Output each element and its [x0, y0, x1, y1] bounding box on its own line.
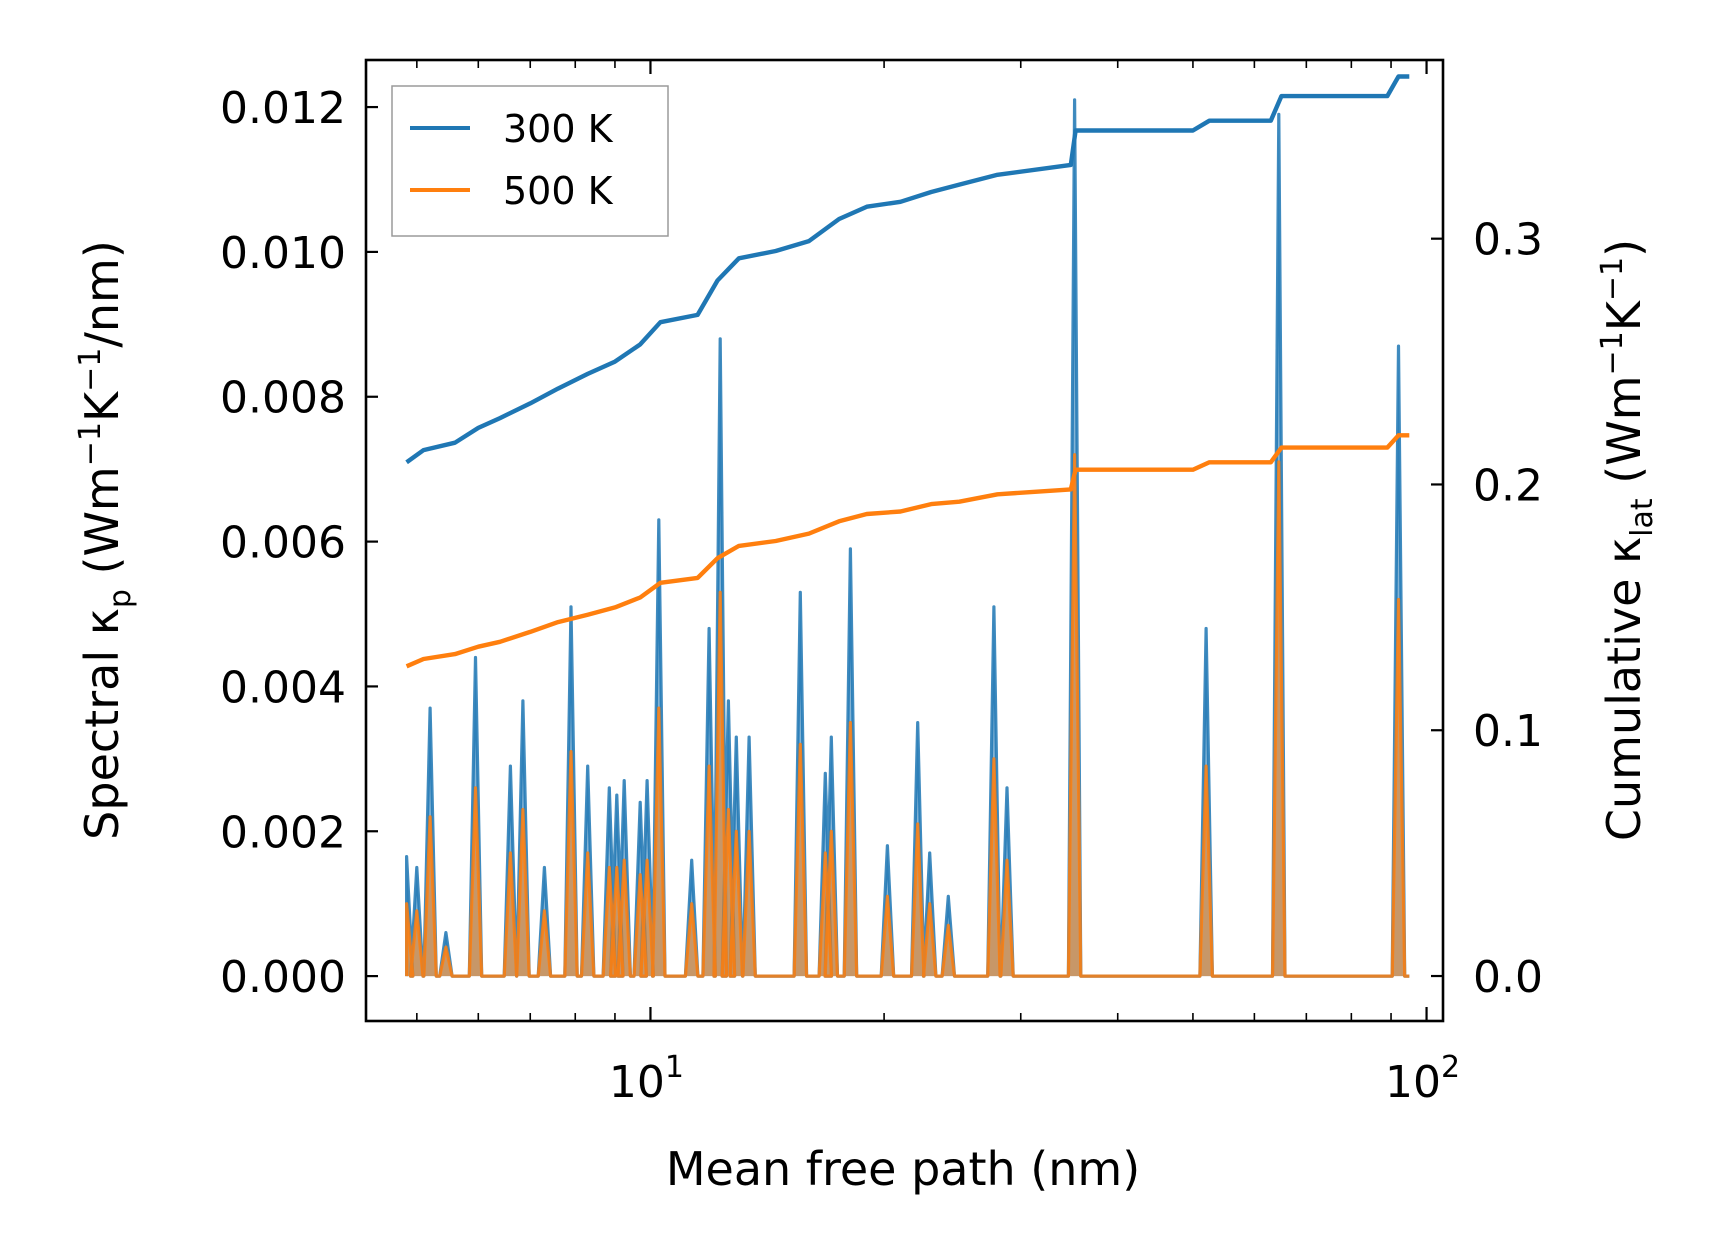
- y-left-tick-label: 0.000: [220, 952, 346, 1003]
- legend-label-300k: 300 K: [503, 107, 614, 151]
- x-tick-label: 102: [1385, 1050, 1460, 1108]
- legend-label-500k: 500 K: [503, 169, 614, 213]
- legend-box: [391, 85, 669, 237]
- y-left-tick-label: 0.004: [220, 662, 346, 713]
- spectral-fills: [405, 98, 1410, 978]
- y-left-tick-label: 0.012: [220, 83, 346, 134]
- plot-frame: [364, 58, 1445, 1023]
- y-right-axis-label: Cumulative κlat (Wm−1K−1): [1595, 239, 1660, 841]
- x-axis-label: Mean free path (nm): [666, 1142, 1140, 1196]
- cumulative-line-500k: [405, 433, 1410, 669]
- y-left-tick-label: 0.008: [220, 373, 346, 424]
- y-left-tick-label: 0.010: [220, 228, 346, 279]
- y-right-tick-label: 0.0: [1473, 952, 1543, 1003]
- spectral-area-500k: [406, 454, 1410, 977]
- y-right-tick-label: 0.1: [1473, 706, 1543, 757]
- axis-ticks: 0.000 0.002 0.004 0.006 0.008 0.010 0.012 0.0 0.…: [220, 60, 1543, 1108]
- y-right-tick-label: 0.2: [1473, 460, 1543, 511]
- x-tick-label: 101: [609, 1050, 684, 1108]
- legend: 300 K 500 K: [391, 85, 669, 237]
- spectral-line-500k: [405, 453, 1410, 978]
- y-left-tick-label: 0.006: [220, 518, 346, 569]
- y-left-axis-label: Spectral κp (Wm−1K−1/nm): [73, 240, 138, 840]
- cumulative-lines: [405, 74, 1410, 669]
- cumulative-line-300k: [405, 74, 1410, 465]
- y-left-tick-label: 0.002: [220, 807, 346, 858]
- y-right-tick-label: 0.3: [1473, 215, 1543, 266]
